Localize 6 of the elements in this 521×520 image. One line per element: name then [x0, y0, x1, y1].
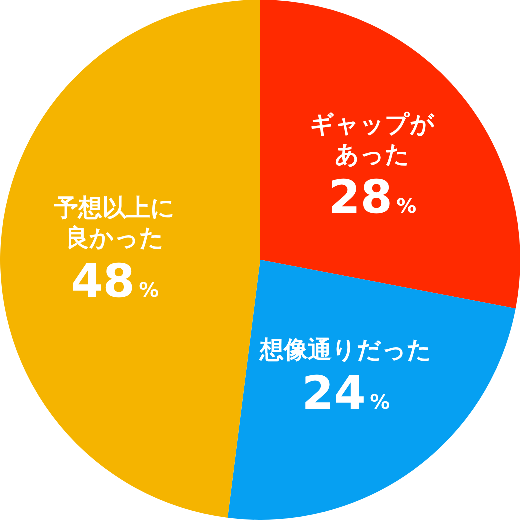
data-label: 28%	[328, 170, 417, 224]
slice-label: 予想以上に良かった	[54, 194, 176, 252]
slice-label: 想像通りだった	[259, 336, 432, 364]
data-label: 24%	[302, 366, 390, 420]
data-label: 48%	[71, 254, 160, 308]
slice-label: ギャップがあった	[310, 110, 436, 168]
